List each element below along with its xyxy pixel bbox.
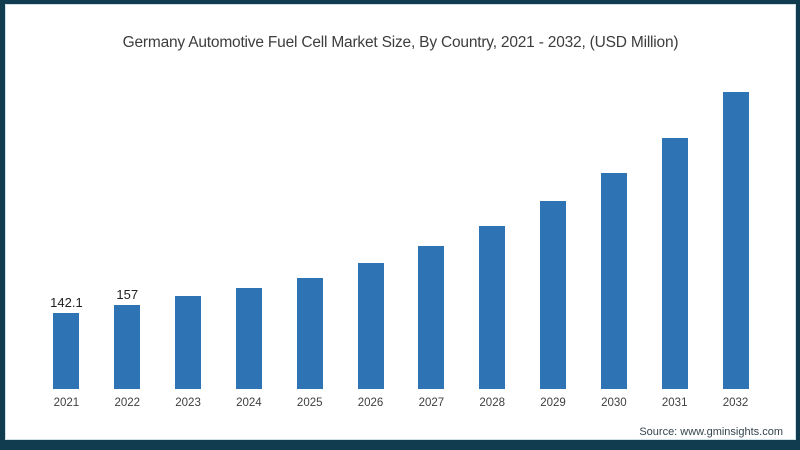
bar-2028 xyxy=(479,226,506,389)
plot-area: 142.1 157 xyxy=(36,4,766,389)
x-tick-2021: 2021 xyxy=(53,397,80,409)
bar-column-2029 xyxy=(523,201,584,389)
value-label-2022: 157 xyxy=(116,287,139,302)
bar-column-2024 xyxy=(218,288,279,389)
x-tick-2022: 2022 xyxy=(114,397,141,409)
value-label-2021: 142.1 xyxy=(50,295,83,310)
x-tick-2031: 2031 xyxy=(661,397,688,409)
x-tick-2025: 2025 xyxy=(296,397,323,409)
x-tick-2026: 2026 xyxy=(357,397,384,409)
bar-2031 xyxy=(661,138,688,389)
x-axis-labels: 2021 2022 2023 2024 2025 2026 2027 2028 2029 2030… xyxy=(36,397,766,409)
source-attribution: Source: www.gminsights.com xyxy=(639,426,783,438)
bar-2023 xyxy=(175,296,202,389)
x-tick-2030: 2030 xyxy=(601,397,627,409)
bar-2027 xyxy=(418,246,445,389)
bar-2026 xyxy=(357,263,384,389)
bar-2029 xyxy=(540,201,567,389)
bar-2025 xyxy=(296,278,323,389)
bar-column-2030 xyxy=(583,173,644,389)
bar-column-2027 xyxy=(401,246,462,389)
bar-column-2025 xyxy=(279,278,340,389)
x-tick-2024: 2024 xyxy=(236,397,262,409)
bar-2021 xyxy=(53,313,80,389)
bar-column-2028 xyxy=(462,226,523,389)
bar-column-2022: 157 xyxy=(97,287,158,389)
x-tick-2023: 2023 xyxy=(175,397,201,409)
chart-content: Germany Automotive Fuel Cell Market Size… xyxy=(5,4,796,440)
bar-column-2023 xyxy=(158,296,219,389)
bar-2030 xyxy=(600,173,627,389)
bar-column-2026 xyxy=(340,263,401,389)
bar-2032 xyxy=(722,92,749,389)
bar-column-2021: 142.1 xyxy=(36,295,97,389)
x-tick-2029: 2029 xyxy=(540,397,566,409)
bar-column-2031 xyxy=(644,138,705,389)
x-tick-2027: 2027 xyxy=(418,397,445,409)
bar-2024 xyxy=(235,288,262,389)
x-tick-2032: 2032 xyxy=(722,397,749,409)
bar-2022 xyxy=(114,305,141,389)
chart-title: Germany Automotive Fuel Cell Market Size… xyxy=(122,34,679,51)
bar-column-2032 xyxy=(705,92,766,389)
x-tick-2028: 2028 xyxy=(479,397,505,409)
